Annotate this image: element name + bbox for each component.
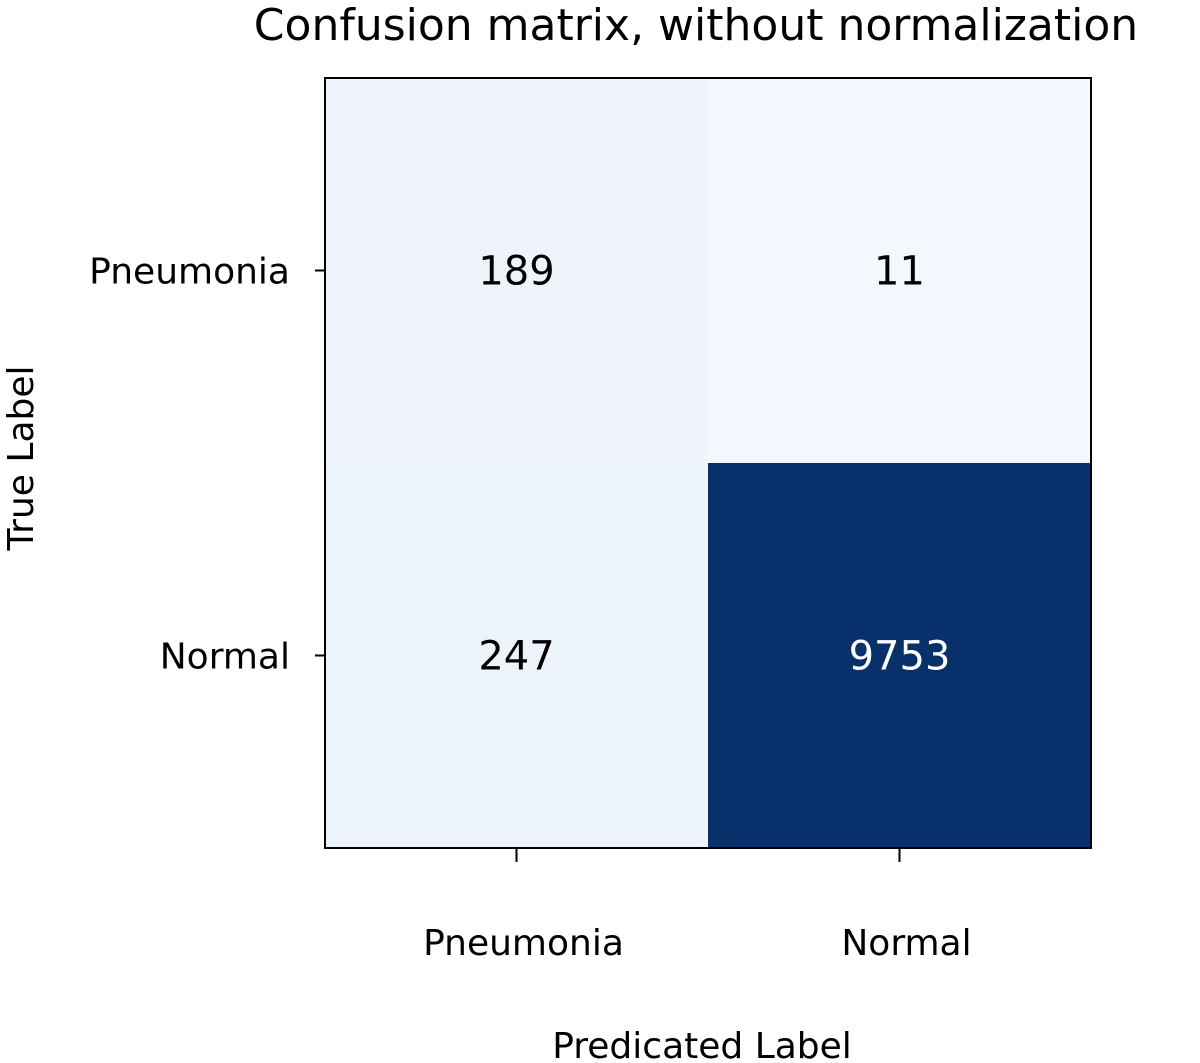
x-axis-label: Predicated Label bbox=[552, 1026, 852, 1063]
matrix-cell-1-1 bbox=[708, 463, 1091, 848]
cell-value-1-1: 9753 bbox=[849, 634, 951, 680]
x-tick-label-1: Normal bbox=[841, 923, 971, 964]
cell-value-1-0: 247 bbox=[478, 634, 554, 680]
plot-frame bbox=[324, 77, 1092, 849]
y-tick-label-0: Pneumonia bbox=[89, 252, 290, 293]
chart-title: Confusion matrix, without normalization bbox=[254, 0, 1138, 51]
tick-labels: Pneumonia Normal Pneumonia Normal bbox=[89, 252, 971, 965]
cell-value-0-0: 189 bbox=[478, 249, 554, 295]
cell-value-labels: 189 11 247 9753 bbox=[478, 249, 950, 680]
matrix-cell-0-0 bbox=[325, 78, 708, 463]
y-axis-label: True Label bbox=[1, 365, 42, 551]
matrix-cells bbox=[325, 78, 1091, 848]
y-tick-label-1: Normal bbox=[160, 637, 290, 678]
cell-value-0-1: 11 bbox=[874, 249, 925, 295]
matrix-cell-1-0 bbox=[325, 463, 708, 848]
matrix-cell-0-1 bbox=[708, 78, 1091, 463]
x-tick-label-0: Pneumonia bbox=[423, 923, 624, 964]
axis-ticks bbox=[315, 269, 901, 862]
